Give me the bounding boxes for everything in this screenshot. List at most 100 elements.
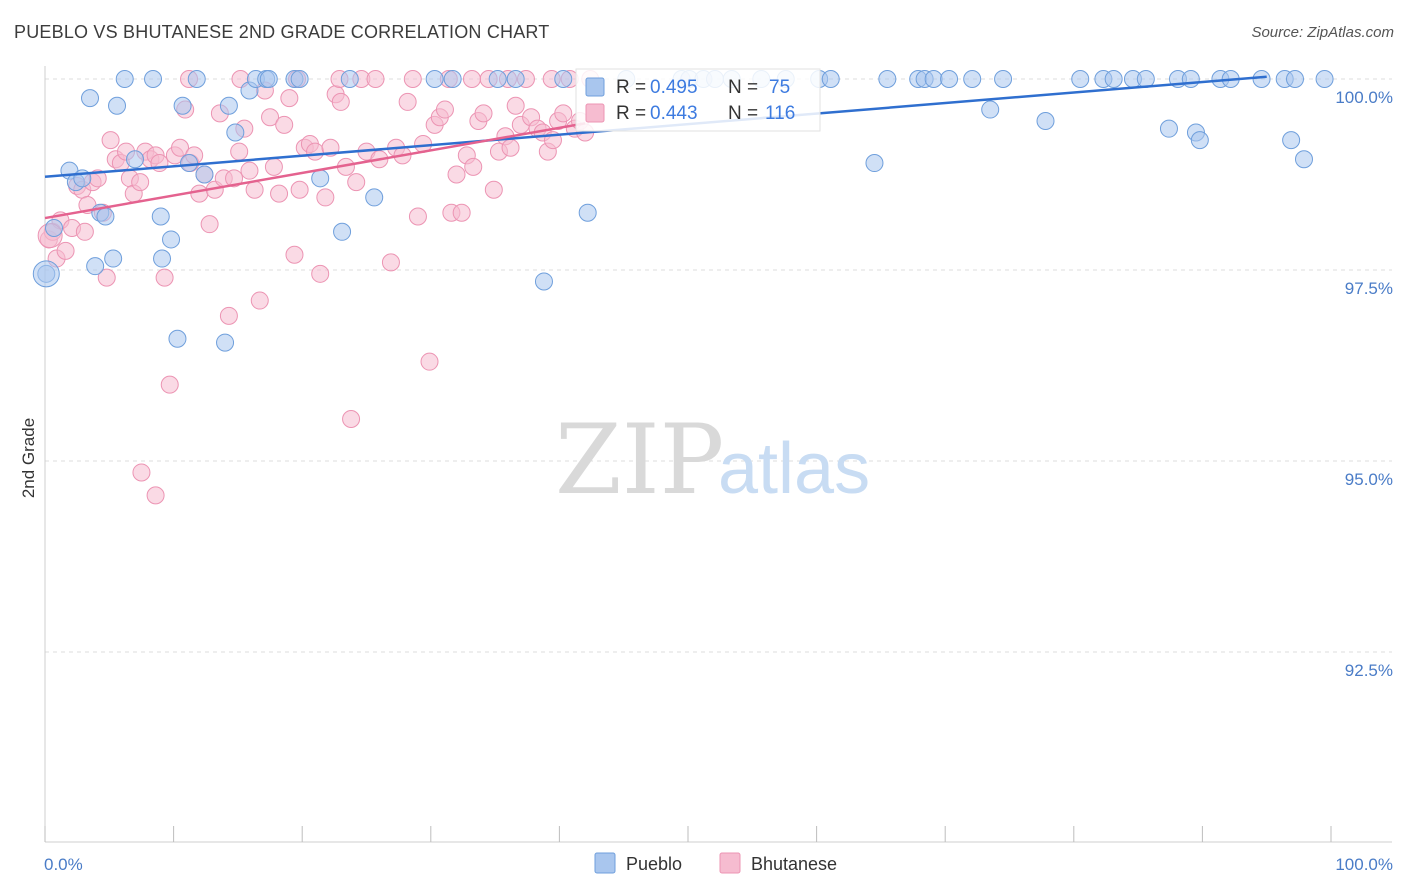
pueblo-points: [32, 70, 1334, 352]
pueblo-point: [821, 70, 840, 88]
bhutanese-point: [132, 463, 151, 482]
pueblo-point: [180, 154, 199, 173]
pueblo-point: [365, 188, 384, 207]
pueblo-point: [878, 70, 897, 88]
watermark: ZIP atlas: [555, 404, 870, 516]
pueblo-point: [187, 70, 206, 88]
bhutanese-point: [316, 188, 335, 207]
bhutanese-point: [171, 138, 190, 157]
pueblo-point: [226, 123, 245, 142]
y-tick-label: 100.0%: [1335, 88, 1393, 107]
bhutanese-point: [452, 203, 471, 222]
bhutanese-point: [219, 306, 238, 325]
pueblo-point: [1252, 70, 1271, 88]
legend-bottom: Pueblo Bhutanese: [594, 852, 837, 874]
bhutanese-point: [403, 70, 422, 88]
bhutanese-point: [462, 70, 481, 88]
pueblo-point: [259, 70, 278, 88]
legend-bhutanese-r-value: 0.443: [650, 103, 698, 124]
legend-bhutanese-n-value: 116: [765, 103, 795, 124]
x-tick-label: 100.0%: [1335, 855, 1393, 874]
bhutanese-point: [160, 375, 179, 394]
pueblo-point: [1071, 70, 1090, 88]
pueblo-point: [195, 165, 214, 184]
pueblo-point: [488, 70, 507, 88]
bhutanese-point: [155, 268, 174, 287]
pueblo-point: [443, 70, 462, 88]
bhutanese-point: [506, 96, 525, 115]
pueblo-point: [108, 96, 127, 115]
legend-bottom-bhutanese-swatch: [719, 852, 741, 874]
legend-top-box: [575, 68, 821, 132]
bhutanese-point: [270, 184, 289, 203]
bhutanese-point: [435, 100, 454, 119]
bhutanese-point: [230, 142, 249, 161]
legend-top: R = 0.495 N = 75 R = 0.443 N = 116: [575, 68, 821, 132]
bhutanese-point: [331, 92, 350, 111]
bhutanese-point: [261, 108, 280, 127]
pueblo-point: [168, 329, 187, 348]
chart-title: PUEBLO VS BHUTANESE 2ND GRADE CORRELATIO…: [14, 22, 550, 42]
legend-pueblo-r-label: R =: [616, 77, 646, 98]
bhutanese-point: [101, 131, 120, 150]
bhutanese-point: [306, 142, 325, 161]
y-axis-label: 2nd Grade: [19, 418, 38, 498]
legend-bhutanese-swatch: [585, 103, 605, 123]
pueblo-point: [126, 150, 145, 169]
pueblo-point: [219, 96, 238, 115]
pueblo-point: [162, 230, 181, 249]
bhutanese-point: [398, 92, 417, 111]
pueblo-point: [1159, 119, 1178, 138]
pueblo-point: [994, 70, 1013, 88]
legend-pueblo-swatch: [585, 77, 605, 97]
bhutanese-point: [56, 241, 75, 260]
legend-bottom-pueblo-swatch: [594, 852, 616, 874]
bhutanese-point: [131, 173, 150, 192]
legend-bhutanese-n-label: N =: [728, 103, 758, 124]
watermark-atlas: atlas: [718, 429, 870, 509]
bhutanese-point: [190, 184, 209, 203]
tick-labels: 100.0% 97.5% 95.0% 92.5% 0.0% 100.0%: [44, 88, 1393, 874]
bhutanese-point: [311, 264, 330, 283]
pueblo-point: [216, 333, 235, 352]
pueblo-point: [1315, 70, 1334, 88]
pueblo-point: [81, 89, 100, 108]
bhutanese-point: [347, 173, 366, 192]
pueblo-point: [1190, 131, 1209, 150]
pueblo-point: [173, 96, 192, 115]
source-label: Source: ZipAtlas.com: [1251, 24, 1394, 41]
pueblo-point: [924, 70, 943, 88]
pueblo-point: [86, 257, 105, 276]
pueblo-point: [865, 154, 884, 173]
pueblo-point: [578, 203, 597, 222]
legend-pueblo-r-value: 0.495: [650, 77, 698, 98]
pueblo-point: [290, 70, 309, 88]
bhutanese-point: [245, 180, 264, 199]
pueblo-point: [1282, 131, 1301, 150]
pueblo-point: [554, 70, 573, 88]
bhutanese-point: [75, 222, 94, 241]
pueblo-point: [506, 70, 525, 88]
pueblo-point: [425, 70, 444, 88]
pueblo-point: [1285, 70, 1304, 88]
bhutanese-point: [447, 165, 466, 184]
pueblo-point: [534, 272, 553, 291]
y-tick-label: 97.5%: [1345, 279, 1393, 298]
y-tick-label: 95.0%: [1345, 470, 1393, 489]
bhutanese-point: [240, 161, 259, 180]
bhutanese-point: [464, 157, 483, 176]
bhutanese-point: [146, 486, 165, 505]
pueblo-point: [144, 70, 163, 88]
pueblo-point: [115, 70, 134, 88]
watermark-zip: ZIP: [555, 404, 724, 516]
bhutanese-point: [290, 180, 309, 199]
pueblo-point: [981, 100, 1000, 119]
bhutanese-point: [366, 70, 385, 88]
pueblo-point: [963, 70, 982, 88]
pueblo-point: [32, 260, 60, 288]
legend-bottom-pueblo-label: Pueblo: [626, 854, 682, 874]
pueblo-point: [1036, 112, 1055, 131]
pueblo-point: [1104, 70, 1123, 88]
bhutanese-point: [285, 245, 304, 264]
